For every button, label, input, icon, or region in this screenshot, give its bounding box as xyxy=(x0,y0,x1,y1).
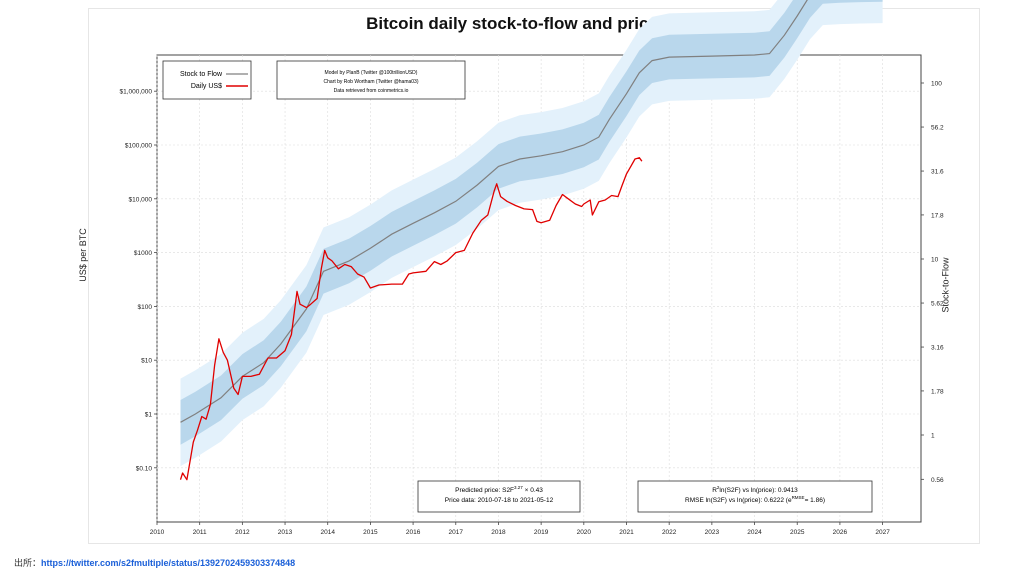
credit-line-1: Model by PlanB (Twitter @100trillionUSD) xyxy=(325,70,418,76)
y-tick-label-right: 31.6 xyxy=(931,169,944,176)
credits-box: Model by PlanB (Twitter @100trillionUSD)… xyxy=(276,60,466,100)
source-label: 出所： xyxy=(14,558,42,568)
x-tick-label: 2023 xyxy=(705,529,720,536)
series-stock-to-flow xyxy=(180,0,808,423)
y-tick-label-left: $100,000 xyxy=(125,143,152,150)
source-note: 出所：https://twitter.com/s2fmultiple/statu… xyxy=(14,556,295,569)
annotation-fit: R2ln(S2F) vs ln(price): 0.9413 RMSE ln(S… xyxy=(637,480,873,513)
legend-s2f-label: Stock to Flow xyxy=(180,71,223,78)
series-daily-usd xyxy=(179,157,643,481)
x-tick-label: 2018 xyxy=(491,529,506,536)
y-tick-label-right: 56.2 xyxy=(931,125,944,132)
x-tick-label: 2017 xyxy=(449,529,464,536)
x-tick-label: 2011 xyxy=(193,529,207,536)
y-ticks-right: 0.56 1 1.78 3.16 5.62 10 17.8 31.6 56.2 100 xyxy=(921,81,944,484)
annotation-prediction: Predicted price: S2F3.27 × 0.43 Price da… xyxy=(417,480,581,513)
y-tick-label-left: $10 xyxy=(141,358,152,365)
series-layer xyxy=(179,0,808,481)
y-tick-label-right: 0.56 xyxy=(931,477,944,484)
y-tick-label-left: $1,000,000 xyxy=(119,89,152,96)
x-tick-label: 2021 xyxy=(619,529,634,536)
y-tick-label-right: 100 xyxy=(931,81,942,88)
x-tick-label: 2024 xyxy=(747,529,762,536)
x-tick-label: 2027 xyxy=(875,529,890,536)
y-tick-label-left: $100 xyxy=(138,304,153,311)
x-tick-label: 2015 xyxy=(363,529,378,536)
y-tick-label-left: $0.10 xyxy=(136,465,153,472)
y-tick-label-right: 1.78 xyxy=(931,388,944,395)
x-tick-label: 2014 xyxy=(320,529,335,536)
y-tick-label-right: 1 xyxy=(931,433,935,440)
x-tick-label: 2025 xyxy=(790,529,805,536)
legend: Stock to Flow Daily US$ xyxy=(162,60,252,100)
x-tick-label: 2010 xyxy=(150,529,165,536)
credit-line-3: Data retrieved from coinmetrics.io xyxy=(334,88,409,94)
prediction-formula: Predicted price: S2F3.27 × 0.43 xyxy=(455,485,543,494)
x-tick-label: 2016 xyxy=(406,529,421,536)
x-tick-label: 2026 xyxy=(833,529,848,536)
price-data-range: Price data: 2010-07-18 to 2021-05-12 xyxy=(445,497,554,504)
y-tick-label-right: 10 xyxy=(931,257,939,264)
y-tick-label-left: $10,000 xyxy=(129,196,153,203)
r-squared: R2ln(S2F) vs ln(price): 0.9413 xyxy=(712,485,798,494)
y-tick-label-right: 17.8 xyxy=(931,212,944,219)
legend-daily-label: Daily US$ xyxy=(191,83,222,90)
x-tick-label: 2022 xyxy=(662,529,677,536)
y-tick-label-left: $1000 xyxy=(134,250,152,257)
credit-line-2: Chart by Rob Wortham (Twitter @hama03) xyxy=(323,79,418,85)
chart-title: Bitcoin daily stock-to-flow and price xyxy=(366,14,658,33)
y-tick-label-right: 3.16 xyxy=(931,345,944,352)
x-tick-label: 2013 xyxy=(278,529,293,536)
y-tick-label-left: $1 xyxy=(145,412,153,419)
rmse: RMSE ln(S2F) vs ln(price): 0.6222 (eRMSE… xyxy=(685,495,825,504)
y-ticks-left: $0.10 $1 $10 $100 $1000 $10,000 $100,000 $1,000… xyxy=(119,89,157,472)
x-tick-label: 2019 xyxy=(534,529,549,536)
source-link[interactable]: https://twitter.com/s2fmultiple/status/1… xyxy=(41,558,296,568)
y-tick-label-right: 5.62 xyxy=(931,301,944,308)
x-tick-label: 2020 xyxy=(577,529,592,536)
x-ticks: 2010 2011 2012 2013 2014 2015 2016 2017 2018 2019… xyxy=(150,522,890,536)
x-tick-label: 2012 xyxy=(235,529,250,536)
